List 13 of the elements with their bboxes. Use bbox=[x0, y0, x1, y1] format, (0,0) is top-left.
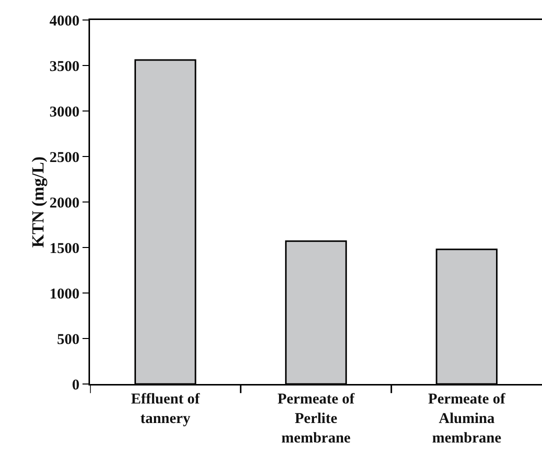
y-tick-label: 500 bbox=[57, 332, 80, 348]
y-tick-label: 3000 bbox=[50, 104, 80, 120]
y-tick-label: 2000 bbox=[50, 195, 80, 212]
y-tick-label: 3500 bbox=[50, 58, 80, 75]
y-tick-label: 1000 bbox=[50, 286, 80, 302]
x-tick-label: Effluent of tannery bbox=[130, 392, 201, 427]
x-tick-label: Permeate of Alumina membrane bbox=[428, 392, 506, 446]
x-tick-label: Permeate of Perlite membrane bbox=[277, 392, 356, 446]
y-tick-label: 4000 bbox=[50, 13, 80, 30]
y-tick-label: 2500 bbox=[50, 150, 80, 166]
y-tick-label: 0 bbox=[72, 377, 80, 394]
y-axis-title: KTN (mg/L) bbox=[28, 156, 48, 248]
y-tick-label: 1500 bbox=[50, 240, 80, 257]
